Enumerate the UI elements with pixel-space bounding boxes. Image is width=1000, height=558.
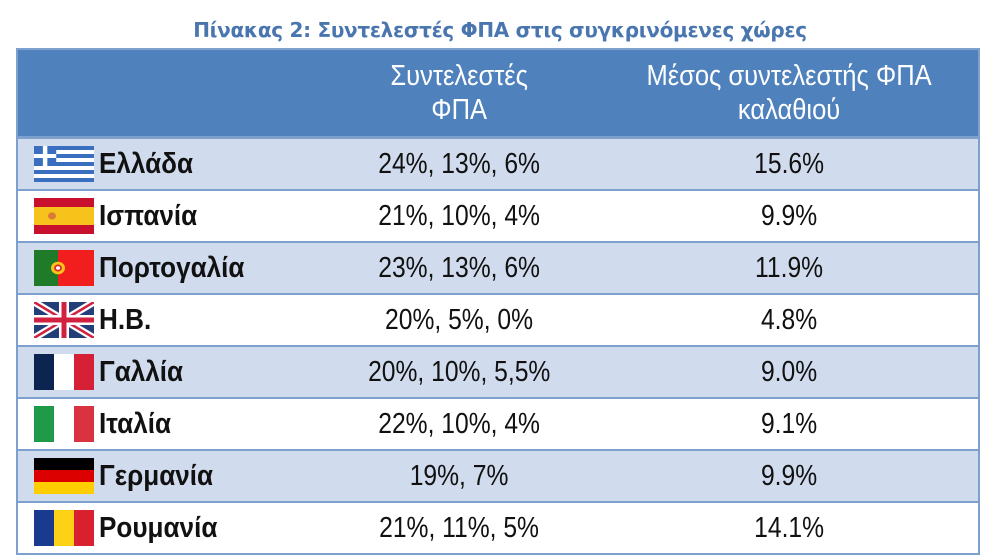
table-row-greece: Ελλάδα 24%, 13%, 6% 15.6% bbox=[18, 139, 978, 191]
portugal-flag-icon bbox=[34, 250, 94, 286]
table-row-spain: Ισπανία 21%, 10%, 4% 9.9% bbox=[18, 191, 978, 243]
avg-vat-value: 4.8% bbox=[760, 303, 818, 336]
header-vat-rates-line2: ΦΠΑ bbox=[431, 94, 487, 126]
header-vat-rates-line1: Συντελεστές bbox=[390, 60, 528, 92]
greece-flag-icon bbox=[34, 146, 94, 182]
avg-vat-value: 11.9% bbox=[754, 251, 824, 284]
avg-vat-value: 9.9% bbox=[760, 459, 818, 492]
country-name: Ιταλία bbox=[99, 407, 172, 440]
country-name: Ισπανία bbox=[99, 199, 198, 232]
avg-vat-value: 14.1% bbox=[754, 511, 824, 544]
vat-rates-value: 22%, 10%, 4% bbox=[378, 407, 540, 440]
country-name: Γερμανία bbox=[99, 459, 214, 492]
header-vat-rates: Συντελεστές ΦΠΑ bbox=[318, 50, 600, 136]
table-header: Συντελεστές ΦΠΑ Μέσος συντελεστής ΦΠΑ καλα… bbox=[18, 50, 978, 139]
france-flag-icon bbox=[34, 354, 94, 390]
avg-vat-value: 9.9% bbox=[760, 199, 818, 232]
avg-vat-value: 15.6% bbox=[754, 147, 824, 180]
header-country bbox=[18, 50, 318, 136]
country-cell: Γαλλία bbox=[18, 354, 318, 390]
header-avg-vat: Μέσος συντελεστής ΦΠΑ καλαθιού bbox=[600, 50, 978, 136]
country-cell: Ισπανία bbox=[18, 198, 318, 234]
vat-rates-value: 20%, 10%, 5,5% bbox=[367, 355, 551, 388]
spain-flag-icon bbox=[34, 198, 94, 234]
vat-rates-value: 21%, 11%, 5% bbox=[379, 511, 539, 544]
avg-vat-value: 9.0% bbox=[760, 355, 818, 388]
vat-rates-cell: 21%, 10%, 4% bbox=[318, 200, 600, 233]
vat-rates-cell: 20%, 5%, 0% bbox=[318, 304, 600, 337]
vat-rates-cell: 22%, 10%, 4% bbox=[318, 408, 600, 441]
vat-rates-cell: 23%, 13%, 6% bbox=[318, 252, 600, 285]
vat-rates-value: 23%, 13%, 6% bbox=[378, 251, 540, 284]
table-row-uk: Η.Β. 20%, 5%, 0% 4.8% bbox=[18, 295, 978, 347]
country-name: Η.Β. bbox=[99, 303, 152, 336]
avg-vat-cell: 9.9% bbox=[600, 200, 978, 233]
table-row-romania: Ρουμανία 21%, 11%, 5% 14.1% bbox=[18, 503, 978, 553]
vat-rates-value: 21%, 10%, 4% bbox=[378, 199, 540, 232]
vat-rates-value: 24%, 13%, 6% bbox=[378, 147, 540, 180]
table-row-italy: Ιταλία 22%, 10%, 4% 9.1% bbox=[18, 399, 978, 451]
header-avg-vat-line1: Μέσος συντελεστής ΦΠΑ bbox=[646, 60, 932, 92]
vat-rates-value: 20%, 5%, 0% bbox=[384, 303, 533, 336]
avg-vat-cell: 14.1% bbox=[600, 512, 978, 545]
avg-vat-cell: 9.9% bbox=[600, 460, 978, 493]
avg-vat-value: 9.1% bbox=[760, 407, 818, 440]
vat-rates-cell: 19%, 7% bbox=[318, 460, 600, 493]
vat-rates-cell: 24%, 13%, 6% bbox=[318, 148, 600, 181]
country-cell: Ελλάδα bbox=[18, 146, 318, 182]
table-row-france: Γαλλία 20%, 10%, 5,5% 9.0% bbox=[18, 347, 978, 399]
country-cell: Η.Β. bbox=[18, 302, 318, 338]
table-caption: Πίνακας 2: Συντελεστές ΦΠΑ στις συγκρινό… bbox=[193, 18, 807, 42]
italy-flag-icon bbox=[34, 406, 94, 442]
vat-rates-table: Συντελεστές ΦΠΑ Μέσος συντελεστής ΦΠΑ καλα… bbox=[16, 48, 980, 555]
avg-vat-cell: 9.0% bbox=[600, 356, 978, 389]
vat-rates-value: 19%, 7% bbox=[409, 459, 509, 492]
table-row-portugal: Πορτογαλία 23%, 13%, 6% 11.9% bbox=[18, 243, 978, 295]
avg-vat-cell: 11.9% bbox=[600, 252, 978, 285]
avg-vat-cell: 4.8% bbox=[600, 304, 978, 337]
romania-flag-icon bbox=[34, 510, 94, 546]
header-avg-vat-line2: καλαθιού bbox=[737, 94, 841, 126]
country-cell: Ρουμανία bbox=[18, 510, 318, 546]
vat-rates-cell: 20%, 10%, 5,5% bbox=[318, 356, 600, 389]
table-row-germany: Γερμανία 19%, 7% 9.9% bbox=[18, 451, 978, 503]
country-name: Πορτογαλία bbox=[99, 251, 245, 284]
country-name: Ρουμανία bbox=[99, 511, 218, 544]
country-cell: Γερμανία bbox=[18, 458, 318, 494]
uk-flag-icon bbox=[34, 302, 94, 338]
germany-flag-icon bbox=[34, 458, 94, 494]
country-cell: Ιταλία bbox=[18, 406, 318, 442]
avg-vat-cell: 15.6% bbox=[600, 148, 978, 181]
country-cell: Πορτογαλία bbox=[18, 250, 318, 286]
country-name: Ελλάδα bbox=[99, 147, 194, 180]
vat-rates-cell: 21%, 11%, 5% bbox=[318, 512, 600, 545]
avg-vat-cell: 9.1% bbox=[600, 408, 978, 441]
country-name: Γαλλία bbox=[99, 355, 184, 388]
